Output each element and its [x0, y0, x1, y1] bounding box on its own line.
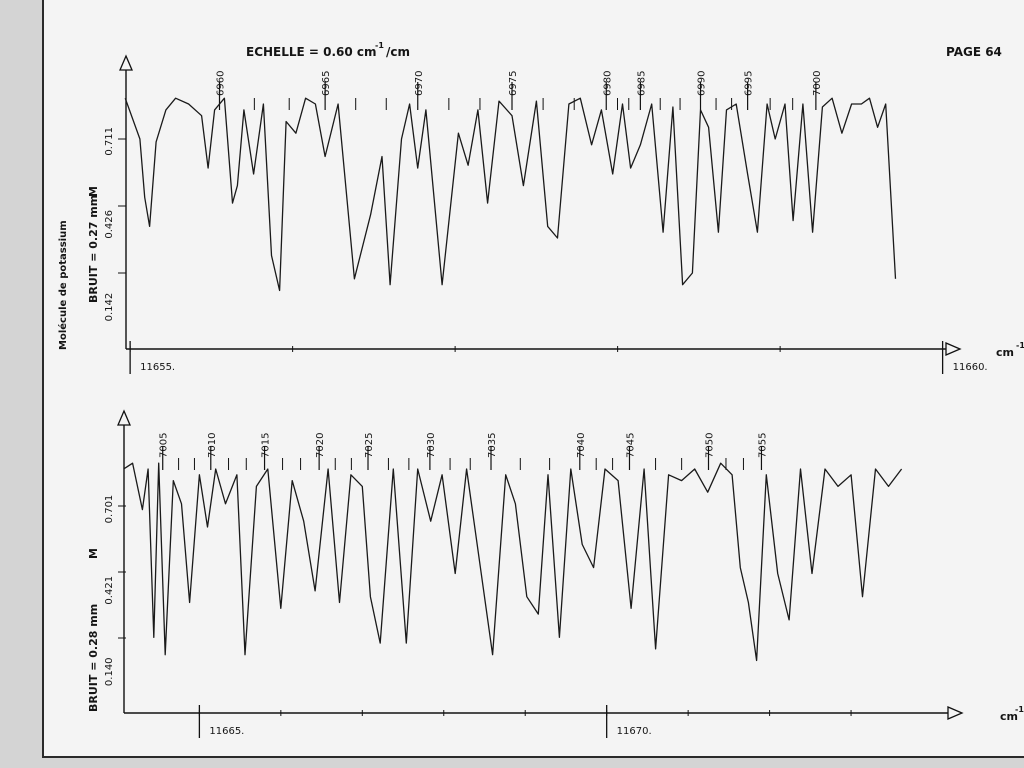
line-number: 7025	[364, 433, 375, 458]
y-tick-label: 0.142	[104, 293, 115, 322]
molecule-label: Molécule de potassium	[57, 220, 69, 350]
line-number: 7030	[426, 433, 437, 458]
y-tick-labels: 0.142 0.426 0.711	[104, 127, 126, 321]
line-number: 7000	[812, 71, 823, 96]
bruit-marker: M	[87, 186, 100, 197]
line-assignments: 7005 7010 7015 7020 7025 7030 7035 7040 7045 7050…	[159, 433, 768, 470]
spectrum-trace	[124, 97, 897, 292]
y-tick-label: 0.426	[104, 210, 115, 239]
line-number: 6975	[508, 71, 519, 96]
y-tick-labels: 0.140 0.421 0.701	[104, 495, 126, 686]
y-tick-label: 0.701	[104, 495, 115, 524]
scale-unit: /cm	[386, 45, 410, 59]
noise-label: BRUIT = 0.28 mm	[87, 604, 100, 712]
y-axis-arrow	[119, 54, 133, 71]
x-unit-label: cm	[1000, 710, 1018, 723]
scale-label: ECHELLE = 0.60 cm	[246, 45, 377, 59]
page-number: PAGE 64	[946, 45, 1002, 59]
line-number: 7050	[705, 433, 716, 458]
line-number: 7005	[159, 433, 170, 458]
y-tick-label: 0.421	[104, 576, 115, 605]
spectrum-panel-1: BRUIT = 0.27 mm M cm -1 0.1420.4260.711 …	[87, 54, 1024, 374]
page-header: ECHELLE = 0.60 cm -1 /cm PAGE 64	[246, 41, 1002, 59]
x-axis-arrow	[945, 342, 962, 356]
line-number: 6980	[602, 71, 613, 96]
line-assignments: 6960 6965 6970 6975 6980 6985 6990 6995 7000	[216, 71, 823, 110]
noise-label: BRUIT = 0.27 mm	[87, 195, 100, 303]
x-unit-label: cm	[996, 346, 1014, 359]
x-ticks: 11665. 11670.	[198, 705, 852, 738]
line-number: 6985	[636, 71, 647, 96]
line-number: 7040	[576, 433, 587, 458]
line-number: 7035	[487, 433, 498, 458]
x-axis-arrow	[947, 706, 964, 720]
line-number: 7045	[625, 433, 636, 458]
line-number: 7010	[207, 433, 218, 458]
line-number: 6960	[216, 71, 227, 96]
x-tick-label: 11670.	[617, 726, 652, 737]
y-tick-label: 0.711	[104, 127, 115, 156]
x-unit-superscript: -1	[1015, 705, 1024, 714]
line-number: 6970	[414, 71, 425, 96]
scale-superscript: -1	[375, 41, 384, 50]
bruit-marker: M	[87, 548, 100, 559]
y-axis-arrow	[117, 409, 131, 426]
x-tick-label: 11655.	[140, 362, 175, 373]
x-ticks: 11655. 11660.	[129, 341, 988, 374]
x-tick-label: 11660.	[953, 362, 988, 373]
line-number: 7055	[757, 433, 768, 458]
x-tick-label: 11665.	[209, 726, 244, 737]
x-unit-superscript: -1	[1016, 341, 1024, 350]
spectrum-trace	[123, 462, 903, 662]
line-number: 7020	[315, 433, 326, 458]
line-number: 6995	[744, 71, 755, 96]
line-number: 6965	[321, 71, 332, 96]
line-number: 7015	[261, 433, 272, 458]
line-number: 6990	[697, 71, 708, 96]
spectrum-panel-2: BRUIT = 0.28 mm M cm -1 0.1400.4210.701 …	[87, 409, 1024, 738]
y-tick-label: 0.140	[104, 657, 115, 686]
